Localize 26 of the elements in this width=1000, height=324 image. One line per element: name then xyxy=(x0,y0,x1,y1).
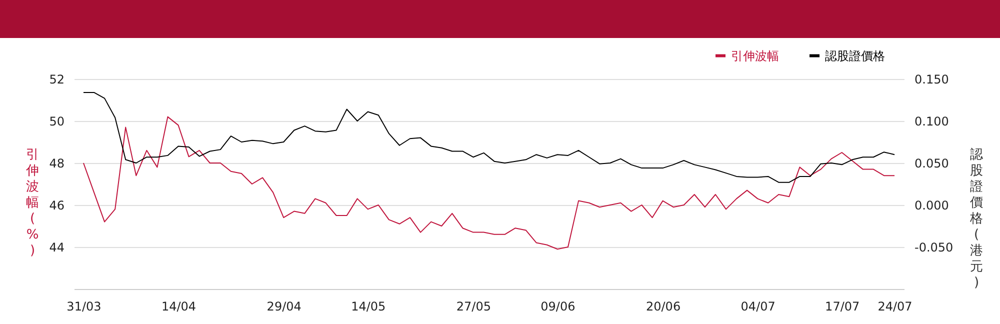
y-tick-label: 46 xyxy=(49,198,64,212)
text: 認股證價格(港元) xyxy=(970,148,983,290)
y2-tick-label: 0.100 xyxy=(914,114,949,128)
legend-label: 引伸波幅 xyxy=(731,48,779,63)
y2-tick-label: 0.000 xyxy=(914,198,949,212)
x-tick-label: 27/05 xyxy=(456,300,491,314)
x-tick-label: 29/04 xyxy=(266,300,302,314)
x-tick-label: 09/06 xyxy=(540,300,576,314)
x-tick-label: 14/05 xyxy=(351,300,386,314)
x-tick-label: 24/07 xyxy=(878,300,912,314)
y-tick-label: 48 xyxy=(49,156,64,170)
y2-tick-label: -0.050 xyxy=(914,240,954,254)
y-tick-label: 52 xyxy=(49,72,64,86)
y-axis-title: 引伸波幅(%) xyxy=(25,148,39,258)
y-tick-label: 44 xyxy=(49,240,64,254)
y-tick-label: 50 xyxy=(49,114,64,128)
x-tick-label: 20/06 xyxy=(646,300,681,314)
x-tick-label: 14/04 xyxy=(161,300,196,314)
y2-tick-label: 0.050 xyxy=(914,156,949,170)
line-series xyxy=(82,116,896,250)
x-tick-label: 04/07 xyxy=(740,300,776,314)
y2-tick-label: 0.150 xyxy=(914,72,949,86)
line-series xyxy=(82,92,896,183)
x-tick-label: 31/03 xyxy=(66,300,102,314)
legend-label: 認股證價格 xyxy=(825,48,885,63)
x-tick-label: 17/07 xyxy=(825,300,860,314)
